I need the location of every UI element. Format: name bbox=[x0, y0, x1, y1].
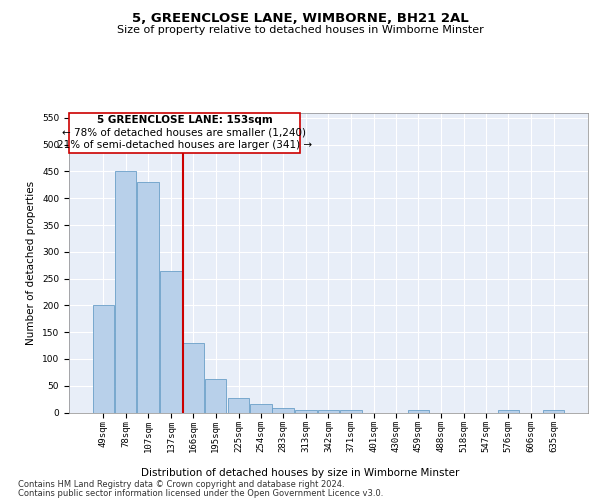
Bar bbox=[92, 306, 114, 412]
Text: 21% of semi-detached houses are larger (341) →: 21% of semi-detached houses are larger (… bbox=[57, 140, 312, 150]
Bar bbox=[182, 343, 204, 412]
Bar bbox=[295, 410, 317, 412]
Text: Contains HM Land Registry data © Crown copyright and database right 2024.: Contains HM Land Registry data © Crown c… bbox=[18, 480, 344, 489]
Bar bbox=[250, 404, 272, 412]
Text: Size of property relative to detached houses in Wimborne Minster: Size of property relative to detached ho… bbox=[116, 25, 484, 35]
Bar bbox=[205, 380, 226, 412]
Text: 5 GREENCLOSE LANE: 153sqm: 5 GREENCLOSE LANE: 153sqm bbox=[97, 115, 272, 125]
Bar bbox=[160, 270, 182, 412]
Bar bbox=[115, 172, 136, 412]
Text: Distribution of detached houses by size in Wimborne Minster: Distribution of detached houses by size … bbox=[141, 468, 459, 477]
Bar bbox=[497, 410, 519, 412]
Text: ← 78% of detached houses are smaller (1,240): ← 78% of detached houses are smaller (1,… bbox=[62, 128, 307, 138]
Bar bbox=[228, 398, 250, 412]
Text: Contains public sector information licensed under the Open Government Licence v3: Contains public sector information licen… bbox=[18, 488, 383, 498]
Y-axis label: Number of detached properties: Number of detached properties bbox=[26, 180, 37, 344]
Bar bbox=[340, 410, 362, 412]
Bar bbox=[137, 182, 158, 412]
Bar bbox=[543, 410, 565, 412]
Bar bbox=[272, 408, 294, 412]
Text: 5, GREENCLOSE LANE, WIMBORNE, BH21 2AL: 5, GREENCLOSE LANE, WIMBORNE, BH21 2AL bbox=[131, 12, 469, 26]
Bar bbox=[407, 410, 429, 412]
Bar bbox=[318, 410, 339, 412]
